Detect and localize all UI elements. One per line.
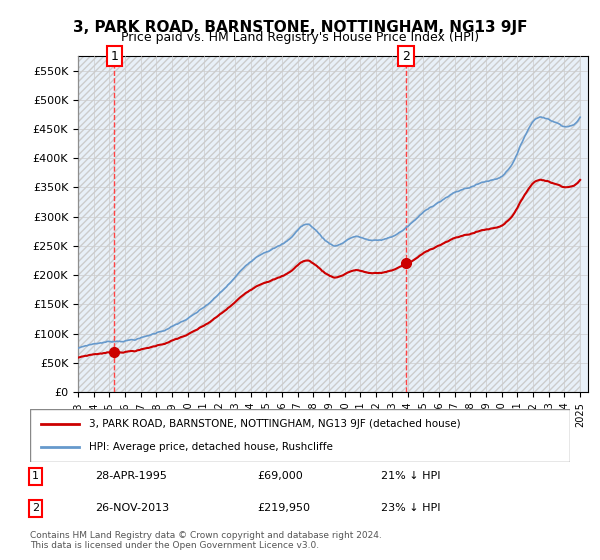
Text: 3, PARK ROAD, BARNSTONE, NOTTINGHAM, NG13 9JF (detached house): 3, PARK ROAD, BARNSTONE, NOTTINGHAM, NG1…	[89, 419, 461, 429]
Text: 26-NOV-2013: 26-NOV-2013	[95, 503, 169, 514]
Text: Contains HM Land Registry data © Crown copyright and database right 2024.
This d: Contains HM Land Registry data © Crown c…	[30, 531, 382, 550]
Text: 28-APR-1995: 28-APR-1995	[95, 471, 167, 481]
Text: Price paid vs. HM Land Registry's House Price Index (HPI): Price paid vs. HM Land Registry's House …	[121, 31, 479, 44]
Text: 23% ↓ HPI: 23% ↓ HPI	[381, 503, 440, 514]
Text: 2: 2	[402, 49, 410, 63]
Text: £69,000: £69,000	[257, 471, 302, 481]
Text: 1: 1	[32, 471, 39, 481]
Text: 3, PARK ROAD, BARNSTONE, NOTTINGHAM, NG13 9JF: 3, PARK ROAD, BARNSTONE, NOTTINGHAM, NG1…	[73, 20, 527, 35]
Text: 21% ↓ HPI: 21% ↓ HPI	[381, 471, 440, 481]
Text: 2: 2	[32, 503, 39, 514]
Text: £219,950: £219,950	[257, 503, 310, 514]
Text: 1: 1	[110, 49, 118, 63]
Text: HPI: Average price, detached house, Rushcliffe: HPI: Average price, detached house, Rush…	[89, 442, 333, 452]
FancyBboxPatch shape	[30, 409, 570, 462]
